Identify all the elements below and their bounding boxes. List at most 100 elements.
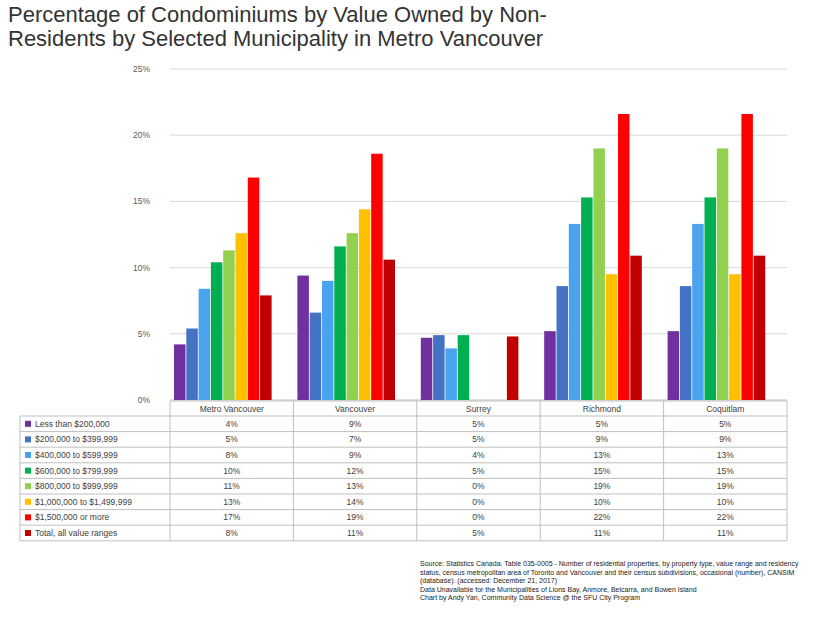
- annotation: Data Unavailable for the Municipalities …: [420, 586, 812, 595]
- table-cell: 5%: [472, 419, 485, 429]
- table-cell: 8%: [226, 528, 239, 538]
- table-cell: 7%: [349, 434, 362, 444]
- bar: [569, 224, 581, 400]
- notes: Source: Statistics Canada. Table 035-000…: [420, 560, 812, 603]
- table-line: [20, 447, 787, 448]
- grid-line: [170, 69, 787, 70]
- table-cell: 10%: [223, 466, 240, 476]
- bar: [186, 329, 198, 400]
- bar: [211, 262, 223, 400]
- bar: [717, 148, 729, 400]
- table-cell: 19%: [347, 512, 364, 522]
- bar: [310, 313, 322, 400]
- y-tick-label: 25%: [133, 64, 150, 74]
- table-cell: 12%: [347, 466, 364, 476]
- bar: [581, 197, 593, 400]
- table-cell: 5%: [596, 419, 609, 429]
- table-cell: 13%: [347, 481, 364, 491]
- bar: [322, 281, 334, 400]
- bar: [692, 224, 704, 400]
- y-tick-label: 15%: [133, 196, 150, 206]
- legend-swatch: [25, 436, 31, 442]
- bar: [482, 400, 494, 401]
- table-line: [20, 416, 21, 541]
- bar: [557, 286, 569, 400]
- table-cell: 5%: [472, 434, 485, 444]
- legend-swatch: [25, 530, 31, 536]
- bar: [754, 256, 766, 400]
- x-tick-label: Surrey: [466, 404, 492, 414]
- table-line: [20, 462, 787, 463]
- table-cell: 13%: [223, 497, 240, 507]
- bar: [729, 274, 741, 400]
- table-cell: 9%: [349, 419, 362, 429]
- table-cell: 0%: [472, 481, 485, 491]
- table-cell: 5%: [226, 434, 239, 444]
- bar: [458, 335, 470, 400]
- table-line: [293, 401, 294, 541]
- table-cell: 4%: [472, 450, 485, 460]
- grid-line: [170, 135, 787, 136]
- legend-swatch: [25, 468, 31, 474]
- bar: [421, 338, 433, 400]
- bar: [297, 276, 309, 400]
- table-cell: 13%: [593, 450, 610, 460]
- bar: [705, 197, 717, 400]
- y-tick-label: 10%: [133, 263, 150, 273]
- table-cell: 5%: [472, 466, 485, 476]
- bar: [260, 295, 272, 400]
- table-cell: 19%: [717, 481, 734, 491]
- x-tick-label: Vancouver: [335, 404, 375, 414]
- legend-label: $1,000,000 to $1,499,999: [35, 497, 132, 507]
- table-cell: 5%: [472, 528, 485, 538]
- legend-swatch: [25, 483, 31, 489]
- bar: [445, 348, 457, 400]
- table-cell: 11%: [224, 481, 241, 491]
- table-cell: 19%: [593, 481, 610, 491]
- table-line: [20, 494, 787, 495]
- table-line: [20, 509, 787, 510]
- bar: [384, 260, 396, 400]
- legend-label: $400,000 to $599,999: [35, 450, 118, 460]
- title: Percentage of Condominiums by Value Owne…: [8, 3, 620, 51]
- annotation: Chart by Andy Yan, Community Data Scienc…: [420, 594, 812, 603]
- bars: [174, 114, 765, 400]
- bar: [347, 233, 359, 400]
- bar: [470, 400, 482, 401]
- table-cell: 17%: [223, 512, 240, 522]
- y-tick-label: 5%: [138, 329, 151, 339]
- bar: [248, 178, 259, 400]
- table-cell: 4%: [226, 419, 239, 429]
- table-cell: 14%: [347, 497, 364, 507]
- legend-label: Total, all value ranges: [35, 528, 117, 538]
- bar: [334, 246, 346, 400]
- table-cell: 0%: [472, 497, 485, 507]
- legend-label: Less than $200,000: [35, 419, 110, 429]
- legend-swatch: [25, 499, 31, 505]
- bar: [495, 400, 507, 401]
- table-cell: 9%: [596, 434, 609, 444]
- bar: [593, 148, 605, 400]
- bar: [371, 154, 383, 400]
- table-line: [20, 431, 787, 432]
- table-line: [170, 401, 171, 541]
- legend-label: $200,000 to $399,999: [35, 434, 118, 444]
- table-cell: 22%: [717, 512, 734, 522]
- table-line: [20, 540, 787, 541]
- table-line: [540, 401, 541, 541]
- grid: [170, 69, 787, 400]
- table-cell: 22%: [593, 512, 610, 522]
- table-line: [20, 416, 787, 417]
- x-tick-label: Richmond: [583, 404, 622, 414]
- legend-label: $1,500,000 or more: [35, 512, 109, 522]
- x-tick-label: Metro Vancouver: [200, 404, 264, 414]
- table-cell: 9%: [349, 450, 362, 460]
- bar: [223, 250, 235, 400]
- table-cell: 11%: [347, 528, 364, 538]
- bar: [174, 344, 186, 400]
- bar: [507, 336, 519, 400]
- chart: 0%5%10%15%20%25%Metro VancouverVancouver…: [0, 0, 817, 618]
- table-line: [20, 478, 787, 479]
- table-cell: 13%: [717, 450, 734, 460]
- legend-label: $600,000 to $799,999: [35, 466, 118, 476]
